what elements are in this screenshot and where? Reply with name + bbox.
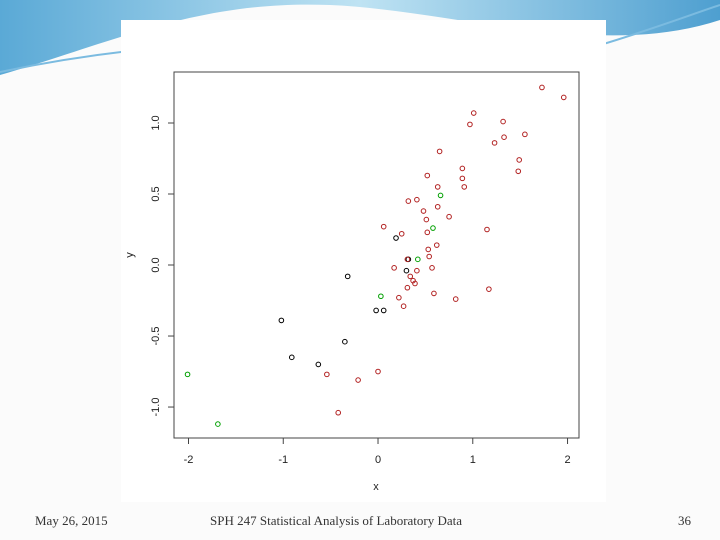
point (430, 225, 436, 231)
footer-title: SPH 247 Statistical Analysis of Laborato… (210, 513, 462, 528)
point (335, 409, 342, 416)
x-axis-label: x (373, 481, 379, 493)
y-axis-label: y (124, 252, 136, 258)
point (436, 148, 443, 155)
x-tick-label: 1 (470, 454, 476, 466)
point (380, 223, 387, 230)
point (391, 265, 397, 271)
footer-date: May 26, 2015 (35, 513, 108, 528)
point (425, 246, 432, 253)
point (403, 267, 410, 274)
plot: -2 -1 0 1 2 -1.0 -0.5 0.0 0.5 1.0 (150, 84, 571, 466)
y-tick-label: 0.5 (150, 186, 162, 201)
point (560, 94, 567, 101)
y-tick-label: 1.0 (150, 115, 162, 130)
point (342, 338, 348, 345)
point (486, 286, 492, 292)
point (407, 273, 414, 280)
point (491, 140, 498, 146)
point (501, 134, 507, 140)
point (412, 280, 418, 287)
point (398, 230, 405, 237)
y-tick-label: -0.5 (150, 327, 162, 346)
page-number: 36 (678, 513, 692, 528)
point (434, 184, 441, 190)
plot-box (173, 71, 580, 439)
point (404, 284, 411, 291)
point (344, 273, 351, 280)
point (414, 267, 420, 274)
point (375, 368, 381, 375)
point (420, 208, 427, 214)
point (184, 371, 191, 378)
point (400, 303, 407, 310)
point (288, 354, 295, 361)
point (446, 213, 452, 220)
x-tick-label: 0 (375, 454, 381, 466)
point (516, 157, 523, 163)
point (522, 131, 528, 138)
point (424, 172, 431, 179)
point (470, 110, 477, 116)
point (324, 371, 330, 378)
y-tick-label: 0.0 (150, 257, 162, 272)
point (437, 192, 444, 199)
point (393, 235, 399, 241)
plot-panel (121, 20, 606, 502)
point (424, 229, 431, 236)
point (380, 307, 387, 314)
point (378, 293, 384, 300)
point (434, 203, 441, 210)
point (461, 184, 468, 190)
point (431, 290, 437, 297)
x-tick-label: 2 (564, 454, 570, 466)
y-tick-label: -1.0 (150, 398, 162, 417)
point (373, 307, 379, 314)
header-swirl (0, 0, 720, 75)
point (452, 296, 459, 302)
point (355, 377, 361, 383)
point (405, 198, 412, 204)
point (404, 256, 411, 263)
point (539, 84, 545, 91)
point (396, 294, 402, 301)
point (500, 118, 506, 125)
point (215, 421, 221, 427)
point (484, 226, 490, 233)
point (459, 165, 466, 172)
x-tick-label: -1 (278, 454, 288, 466)
point (278, 317, 285, 324)
point (315, 361, 322, 368)
point (433, 242, 440, 248)
point (467, 121, 473, 128)
point (426, 253, 432, 260)
point (423, 216, 430, 223)
point (459, 175, 466, 182)
point (414, 196, 420, 203)
point (415, 256, 421, 263)
x-tick-label: -2 (184, 454, 194, 466)
point (429, 265, 435, 271)
point (515, 168, 522, 175)
